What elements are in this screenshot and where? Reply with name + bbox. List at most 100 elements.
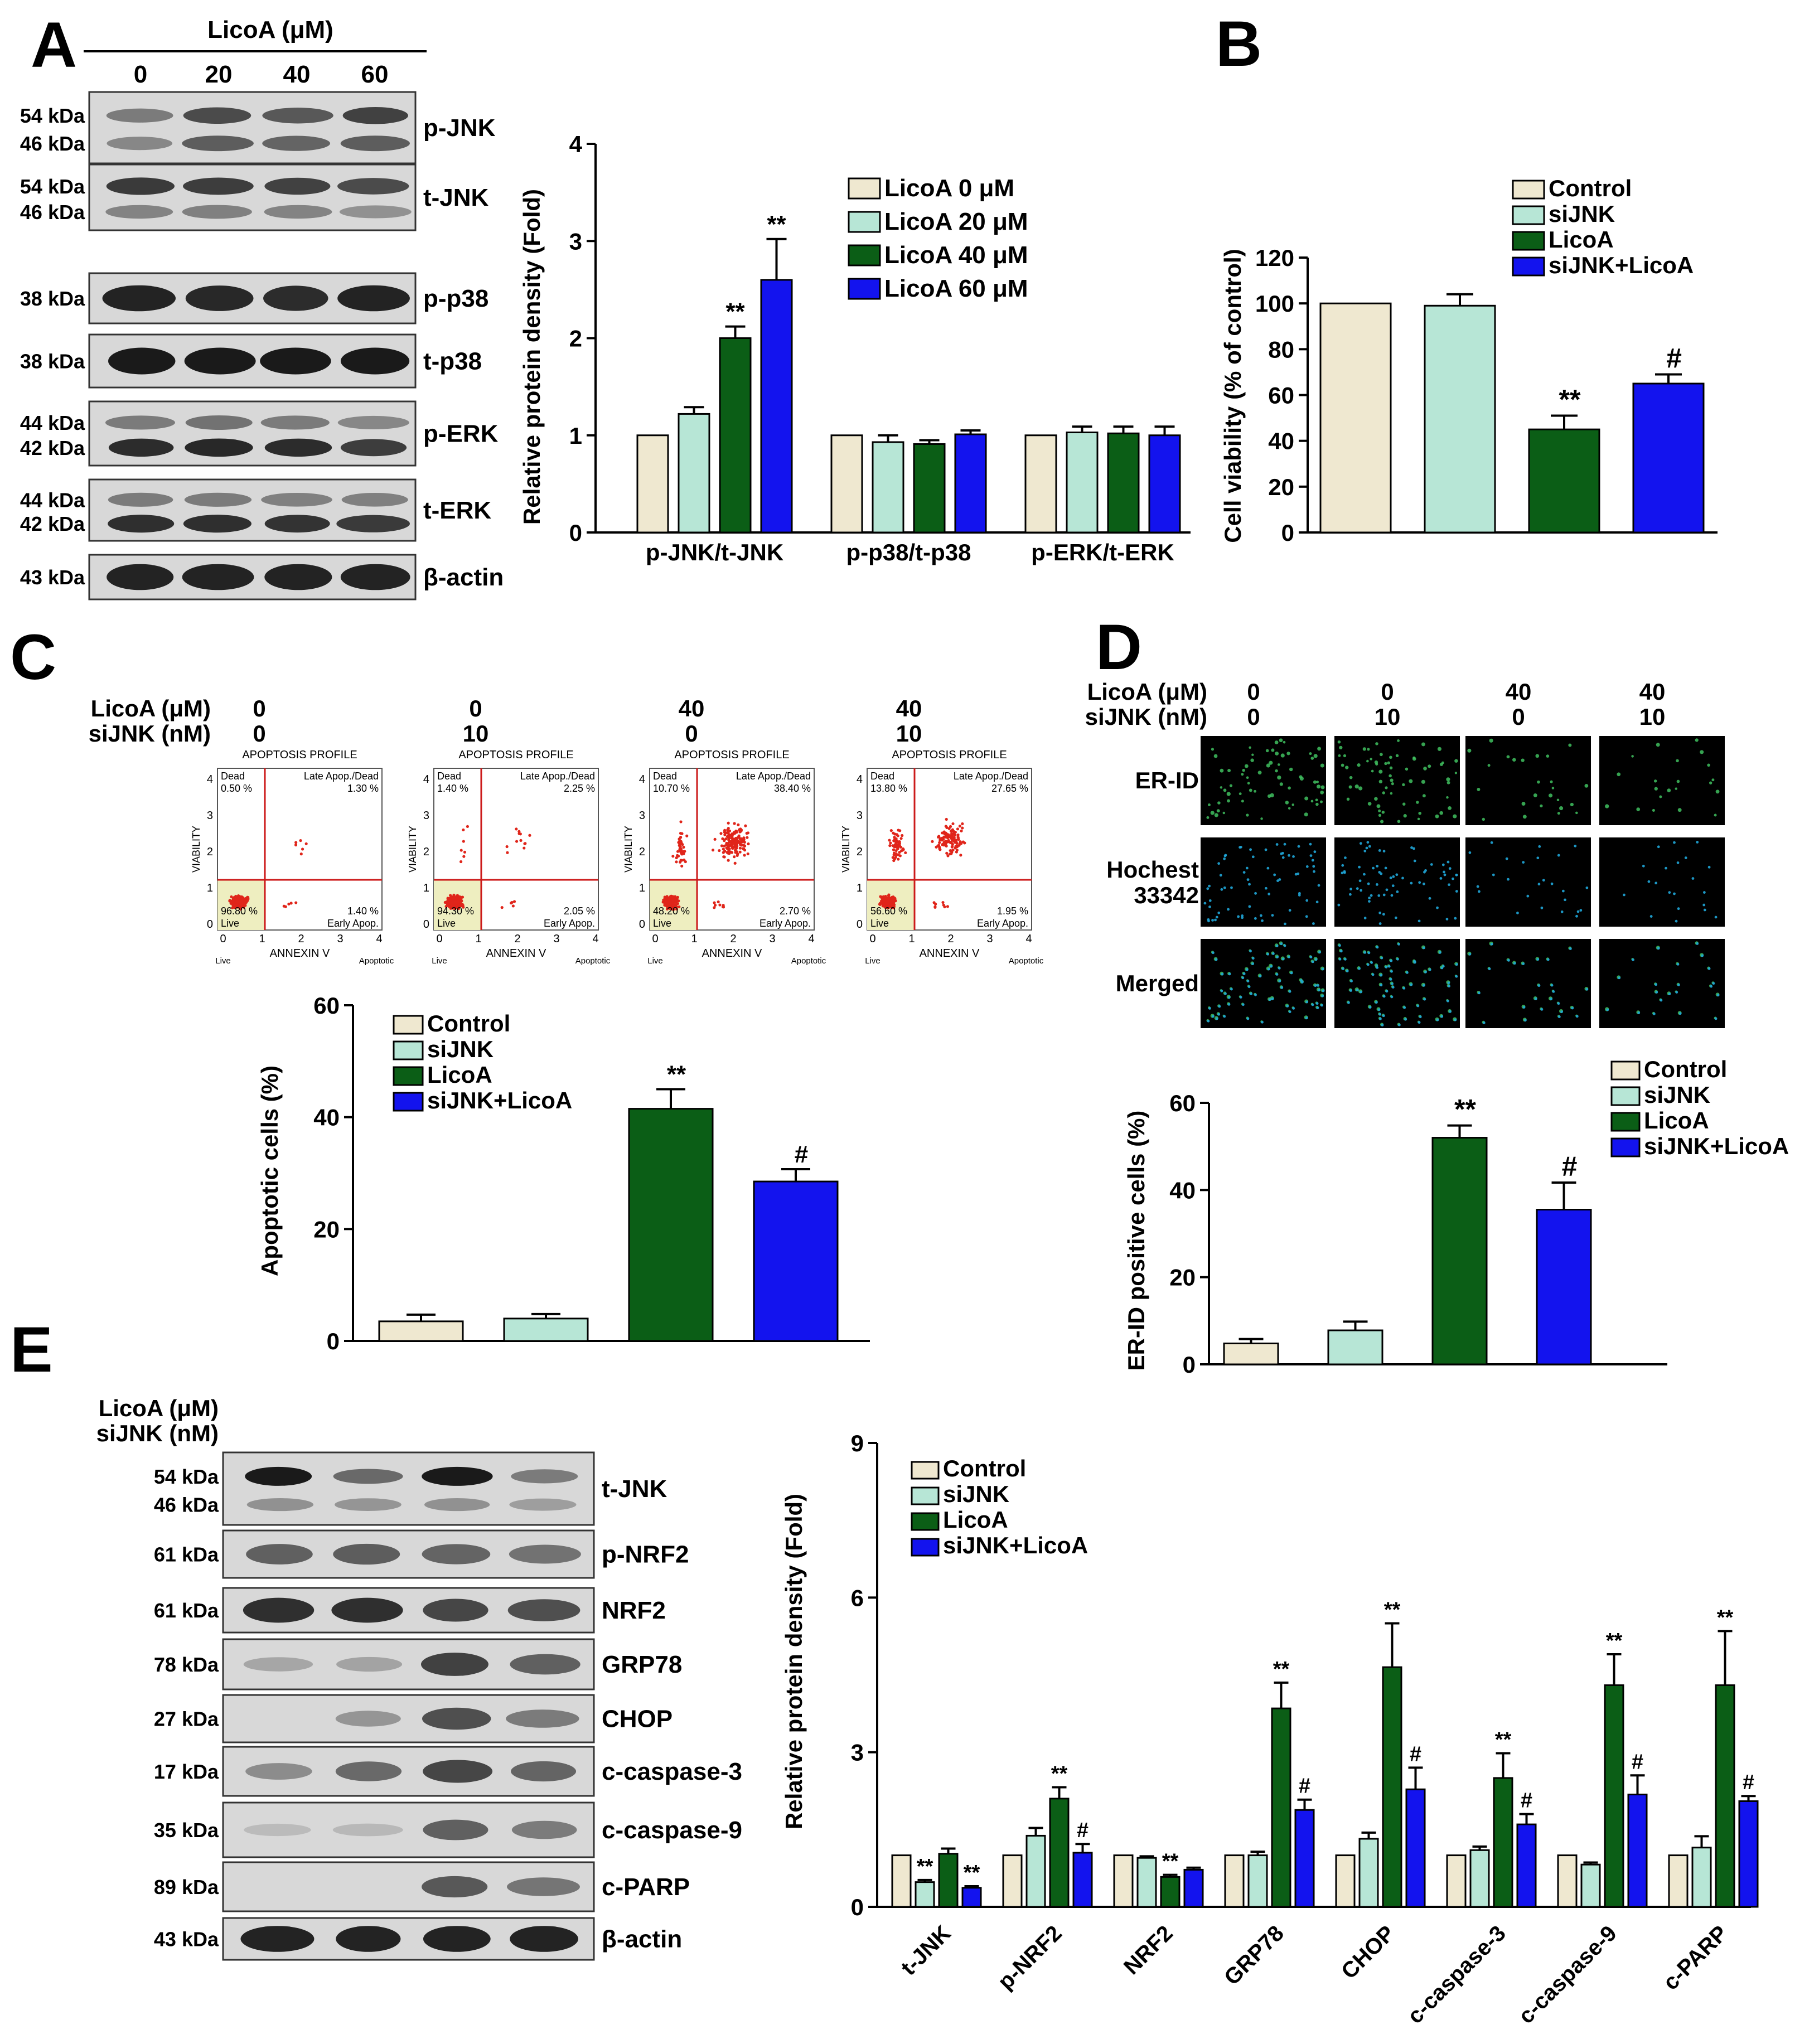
bar: [1632, 382, 1705, 534]
nucleus-signal: [1668, 891, 1671, 894]
cell-signal: [1378, 809, 1381, 812]
flow-event: [677, 899, 680, 903]
cell-signal: [1378, 769, 1383, 774]
nucleus-signal: [1381, 1024, 1384, 1026]
significance-label: **: [1606, 1629, 1623, 1653]
nucleus-signal: [1358, 879, 1362, 883]
nucleus-signal: [1423, 882, 1425, 885]
cell-signal: [1387, 761, 1390, 764]
blot-band: [264, 438, 332, 457]
bar: [915, 1881, 935, 1908]
cell-signal: [1715, 789, 1720, 794]
blot-band: [243, 1657, 313, 1672]
nucleus-signal: [1522, 861, 1525, 864]
y-tick-label: 0: [851, 1894, 864, 1920]
dose-label: 40: [283, 61, 311, 88]
significance-label: #: [795, 1141, 808, 1168]
flow-event: [728, 840, 732, 844]
blot-band: [262, 108, 333, 124]
nucleus-signal: [1239, 845, 1242, 849]
quadrant-value: 13.80 %: [870, 783, 907, 794]
flow-event: [681, 843, 684, 846]
cell-signal: [1397, 820, 1401, 824]
cell-signal: [1446, 796, 1449, 799]
nucleus-signal: [1367, 951, 1371, 955]
bar: [1738, 1800, 1759, 1908]
nucleus-signal: [1251, 855, 1255, 859]
nucleus-signal: [1219, 874, 1222, 877]
x-tick-label: t-JNK: [896, 1921, 956, 1980]
nucleus-signal: [1297, 845, 1300, 848]
flow-event: [943, 905, 946, 909]
cell-signal: [1416, 801, 1419, 804]
sijnk-value: 0: [1512, 704, 1525, 730]
quadrant-name: Dead: [437, 771, 461, 782]
nucleus-signal: [1343, 871, 1346, 874]
quadrant-name: Early Apop.: [327, 918, 379, 929]
cell-signal: [1257, 771, 1262, 775]
nucleus-signal: [1370, 961, 1373, 964]
y-tick-label: 2: [423, 846, 429, 858]
x-tick-label: 2: [514, 933, 520, 945]
nucleus-signal: [1372, 866, 1375, 870]
blot-label: c-PARP: [602, 1873, 690, 1901]
flow-event: [719, 832, 723, 835]
nucleus-signal: [1283, 842, 1286, 846]
bar: [1002, 1854, 1023, 1908]
nucleus-signal: [1363, 951, 1367, 954]
nucleus-signal: [1342, 967, 1345, 970]
blot-label: c-caspase-9: [602, 1817, 742, 1844]
nucleus-signal: [1347, 1001, 1350, 1004]
significance-label: **: [1717, 1606, 1734, 1629]
nucleus-signal: [1246, 878, 1250, 881]
nucleus-signal: [1377, 894, 1381, 897]
flow-event: [946, 854, 950, 858]
blot-band: [511, 1761, 577, 1782]
bar: [1536, 1209, 1592, 1365]
blot-band: [184, 347, 256, 375]
blot-band: [423, 1760, 493, 1783]
flow-event: [680, 852, 683, 855]
nucleus-signal: [1217, 862, 1221, 865]
cell-signal: [1403, 814, 1407, 818]
cell-signal: [1239, 792, 1242, 796]
cell-signal: [1241, 773, 1244, 776]
cell-signal: [1313, 780, 1317, 784]
flow-event: [956, 835, 960, 839]
nucleus-signal: [1314, 958, 1318, 961]
nucleus-signal: [1534, 997, 1537, 1000]
blot-band: [245, 1763, 312, 1780]
nucleus-signal: [1392, 875, 1395, 878]
flow-event: [665, 900, 669, 904]
cell-signal: [1345, 766, 1349, 769]
flow-event: [891, 903, 895, 907]
cell-signal: [1389, 774, 1392, 778]
blot-band: [183, 107, 251, 124]
blot-band: [420, 1653, 488, 1676]
nucleus-signal: [1273, 873, 1276, 876]
x-tick-label: NRF2: [1119, 1921, 1178, 1979]
cell-signal: [1417, 817, 1420, 821]
nucleus-signal: [1448, 985, 1450, 988]
legend-label: LicoA: [427, 1062, 492, 1088]
cell-signal: [1206, 816, 1210, 819]
x-tick-label: 0: [436, 933, 442, 945]
nucleus-signal: [1507, 958, 1510, 962]
blot-label: p-JNK: [423, 114, 496, 142]
nucleus-signal: [1560, 910, 1564, 913]
nucleus-signal: [1430, 863, 1433, 866]
nucleus-signal: [1576, 910, 1580, 913]
legend-swatch: [393, 1040, 424, 1060]
bar: [872, 441, 904, 534]
cell-signal: [1382, 791, 1385, 795]
blot-label: GRP78: [602, 1651, 682, 1678]
flow-event: [665, 903, 669, 907]
blot-band: [182, 564, 254, 590]
nucleus-signal: [1337, 903, 1341, 907]
nucleus-signal: [1536, 958, 1540, 961]
cell-signal: [1227, 799, 1230, 803]
y-tick-label: 20: [313, 1216, 340, 1242]
flow-event: [447, 903, 451, 906]
significance-label: #: [1562, 1151, 1578, 1182]
bar: [719, 337, 752, 534]
